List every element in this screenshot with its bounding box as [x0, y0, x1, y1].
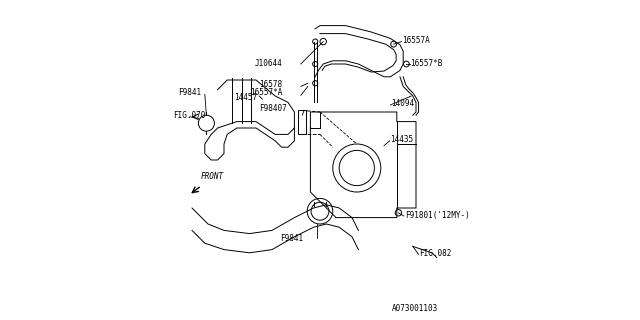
Text: F9841: F9841	[280, 234, 303, 243]
Text: FIG.070: FIG.070	[173, 111, 205, 120]
Text: 16557*B: 16557*B	[411, 59, 443, 68]
Text: J10644: J10644	[255, 59, 283, 68]
Text: A073001103: A073001103	[392, 304, 438, 313]
Text: 14094: 14094	[392, 99, 415, 108]
Text: 14457: 14457	[234, 93, 257, 102]
Text: FIG.082: FIG.082	[419, 249, 452, 258]
Text: 16578: 16578	[259, 80, 283, 89]
Text: 16557*A: 16557*A	[250, 88, 283, 97]
Text: F91801('12MY-): F91801('12MY-)	[405, 211, 470, 220]
Text: F98407: F98407	[259, 104, 287, 113]
Text: F9841: F9841	[178, 88, 202, 97]
Text: 16557A: 16557A	[403, 36, 430, 44]
Text: 14435: 14435	[390, 135, 413, 144]
Text: FRONT: FRONT	[201, 172, 224, 181]
